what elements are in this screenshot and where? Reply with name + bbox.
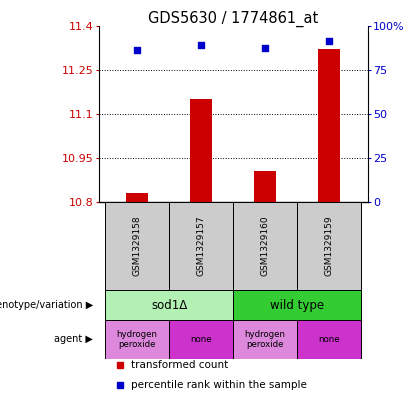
- Text: none: none: [318, 335, 340, 344]
- Point: [262, 45, 268, 51]
- Text: wild type: wild type: [270, 299, 324, 312]
- Bar: [233, 290, 361, 320]
- Bar: [190, 99, 212, 202]
- Text: GSM1329160: GSM1329160: [260, 215, 270, 276]
- Bar: [233, 202, 297, 290]
- Text: GSM1329159: GSM1329159: [325, 215, 333, 276]
- Text: percentile rank within the sample: percentile rank within the sample: [131, 380, 307, 389]
- Bar: [126, 193, 148, 202]
- Bar: [297, 320, 361, 359]
- Bar: [169, 320, 233, 359]
- Bar: [318, 49, 340, 202]
- Text: transformed count: transformed count: [131, 360, 228, 371]
- Point: [198, 42, 205, 48]
- Bar: [233, 320, 297, 359]
- Point: [134, 47, 140, 53]
- Bar: [254, 171, 276, 202]
- Bar: [297, 202, 361, 290]
- Text: none: none: [190, 335, 212, 344]
- Text: GSM1329157: GSM1329157: [197, 215, 206, 276]
- Text: hydrogen
peroxide: hydrogen peroxide: [244, 330, 286, 349]
- Text: agent ▶: agent ▶: [55, 334, 93, 345]
- Text: GDS5630 / 1774861_at: GDS5630 / 1774861_at: [148, 11, 318, 27]
- Bar: [105, 202, 169, 290]
- Text: hydrogen
peroxide: hydrogen peroxide: [117, 330, 158, 349]
- Bar: [105, 290, 233, 320]
- Text: sod1Δ: sod1Δ: [151, 299, 187, 312]
- Bar: [169, 202, 233, 290]
- Bar: [105, 320, 169, 359]
- Text: genotype/variation ▶: genotype/variation ▶: [0, 300, 93, 310]
- Text: GSM1329158: GSM1329158: [133, 215, 142, 276]
- Point: [326, 38, 333, 44]
